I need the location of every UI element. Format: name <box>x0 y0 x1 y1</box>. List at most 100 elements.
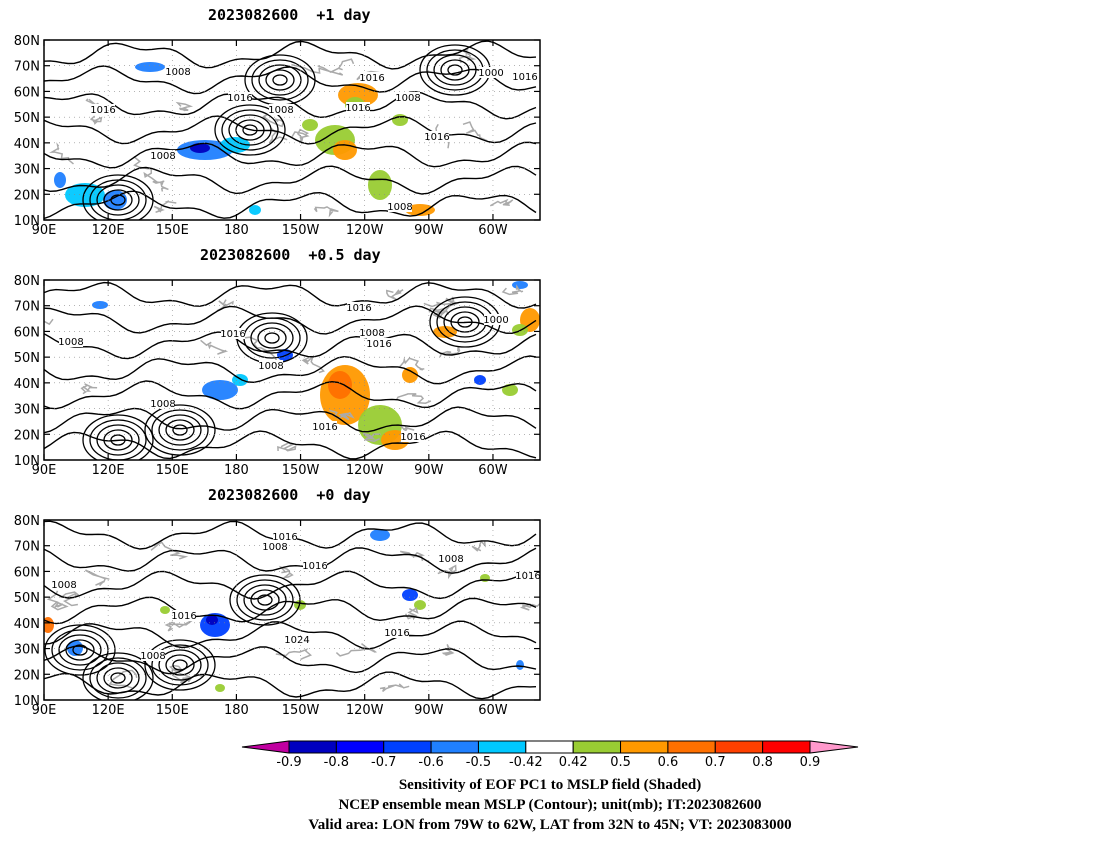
contour-label: 1016 <box>227 93 252 104</box>
contour-label: 1016 <box>346 303 371 314</box>
contour-label: 1000 <box>478 68 503 79</box>
lat-tick-label: 20N <box>14 428 40 443</box>
caption-valid-area: Valid area: LON from 79W to 62W, LAT fro… <box>308 817 792 833</box>
contour-label: 1016 <box>272 532 297 543</box>
sensitivity-shading <box>516 660 524 670</box>
contour-label: 1008 <box>51 580 76 591</box>
lat-tick-label: 70N <box>14 60 40 75</box>
contour-label: 1016 <box>359 73 384 84</box>
sensitivity-shading <box>206 615 218 625</box>
panel-title-1day: 2023082600 +1 day <box>208 6 371 24</box>
contour-label: 1008 <box>387 202 412 213</box>
sensitivity-shading <box>474 375 486 385</box>
lat-tick-label: 80N <box>14 514 40 529</box>
colorbar-segment <box>430 740 479 754</box>
contour-label: 1016 <box>384 628 409 639</box>
lon-tick-label: 120W <box>346 463 384 478</box>
colorbar-tick-label: 0.6 <box>657 755 679 770</box>
colorbar-tick-label: -0.42 <box>508 755 543 770</box>
contour-label: 1008 <box>262 542 287 553</box>
contour-label: 1008 <box>395 93 420 104</box>
contour-label: 1016 <box>512 72 537 83</box>
lon-tick-label: 120W <box>346 223 384 238</box>
sensitivity-shading <box>402 589 418 601</box>
sensitivity-shading <box>512 281 528 289</box>
sensitivity-shading <box>502 384 518 396</box>
lat-tick-label: 10N <box>14 454 40 469</box>
sensitivity-shading <box>328 371 352 399</box>
lon-tick-label: 150E <box>156 223 189 238</box>
lat-tick-label: 70N <box>14 300 40 315</box>
colorbar-segment <box>383 740 432 754</box>
colorbar-tick-label: -0.7 <box>371 755 397 770</box>
lon-tick-label: 120W <box>346 703 384 718</box>
contour-label: 1016 <box>345 103 370 114</box>
lon-tick-label: 150W <box>282 703 320 718</box>
colorbar-segment <box>572 740 622 754</box>
sensitivity-shading <box>160 606 170 614</box>
lon-tick-label: 150E <box>156 703 189 718</box>
contour-label: 1016 <box>312 422 337 433</box>
contour-label: 1000 <box>483 315 508 326</box>
sensitivity-shading <box>202 380 238 400</box>
contour-label: 1016 <box>424 132 449 143</box>
sensitivity-shading <box>215 684 225 692</box>
contour-label: 1008 <box>438 554 463 565</box>
contour-label: 1016 <box>171 611 196 622</box>
lon-tick-label: 60W <box>478 703 508 718</box>
lat-tick-label: 20N <box>14 668 40 683</box>
sensitivity-shading <box>54 172 66 188</box>
colorbar-segment <box>620 740 669 754</box>
lat-tick-label: 50N <box>14 591 40 606</box>
contour-label: 1016 <box>400 432 425 443</box>
colorbar-segment <box>288 740 337 754</box>
sensitivity-shading <box>368 170 392 200</box>
lon-tick-label: 150W <box>282 223 320 238</box>
colorbar-segment <box>667 740 716 754</box>
contour-label: 1016 <box>220 329 245 340</box>
lon-tick-label: 60W <box>478 463 508 478</box>
contour-label: 1008 <box>150 151 175 162</box>
lon-tick-label: 90E <box>32 463 57 478</box>
contour-label: 1008 <box>268 105 293 116</box>
lon-tick-label: 120E <box>92 703 125 718</box>
lon-tick-label: 120E <box>92 463 125 478</box>
colorbar-tick-label: -0.9 <box>276 755 302 770</box>
colorbar <box>241 740 859 754</box>
lat-tick-label: 10N <box>14 694 40 709</box>
colorbar-tick-label: -0.8 <box>323 755 350 770</box>
lon-tick-label: 90W <box>414 703 444 718</box>
lon-tick-label: 120E <box>92 223 125 238</box>
panel-title-0day: 2023082600 +0 day <box>208 486 371 504</box>
sensitivity-shading <box>249 205 261 215</box>
map-panel-p1: 1008 1016 1016 1008 1016 1008 1000 1016 1016 1008… <box>14 34 541 238</box>
sensitivity-shading <box>190 143 210 153</box>
lon-tick-label: 180 <box>224 463 249 478</box>
contour-label: 1016 <box>366 339 391 350</box>
lat-tick-label: 50N <box>14 111 40 126</box>
lat-tick-label: 40N <box>14 377 40 392</box>
contour-label: 1008 <box>150 399 175 410</box>
colorbar-tick-label: 0.7 <box>704 755 726 770</box>
lon-tick-label: 90E <box>32 223 57 238</box>
sensitivity-shading <box>414 600 426 610</box>
caption-contour: NCEP ensemble mean MSLP (Contour); unit(… <box>338 797 762 813</box>
panel-title-half-day: 2023082600 +0.5 day <box>200 246 381 264</box>
sensitivity-shading <box>370 529 390 541</box>
lat-tick-label: 80N <box>14 274 40 289</box>
sensitivity-shading <box>402 367 418 383</box>
sensitivity-shading <box>92 301 108 309</box>
lat-tick-label: 30N <box>14 643 40 658</box>
contour-label: 1008 <box>258 361 283 372</box>
lon-tick-label: 150W <box>282 463 320 478</box>
lat-tick-label: 80N <box>14 34 40 49</box>
colorbar-segment <box>762 740 811 754</box>
colorbar-right-arrow <box>809 740 859 754</box>
contour-label: 1016 <box>90 105 115 116</box>
lat-tick-label: 40N <box>14 617 40 632</box>
lon-tick-label: 90E <box>32 703 57 718</box>
caption-shaded: Sensitivity of EOF PC1 to MSLP field (Sh… <box>398 777 702 793</box>
lat-tick-label: 70N <box>14 540 40 555</box>
colorbar-tick-label: 0.42 <box>558 755 588 770</box>
